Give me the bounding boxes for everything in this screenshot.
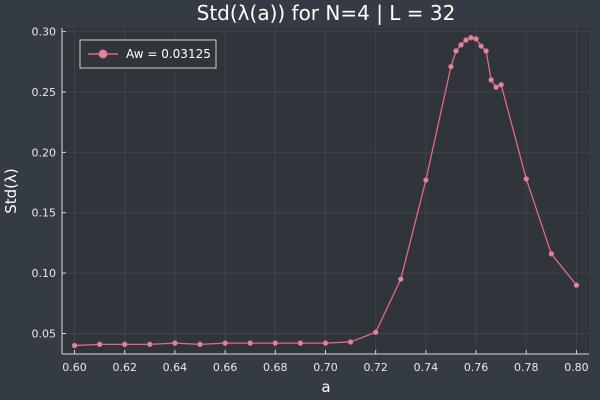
data-point [197, 341, 203, 348]
x-tick-label: 0.74 [414, 361, 439, 374]
y-tick-label: 0.05 [32, 327, 57, 340]
legend-marker-swatch [98, 49, 108, 59]
y-tick-label: 0.25 [32, 86, 57, 99]
y-tick-label: 0.10 [32, 267, 57, 280]
data-point [247, 340, 253, 346]
data-point [322, 340, 329, 346]
data-point [523, 176, 529, 182]
data-point [398, 276, 404, 282]
y-tick-label: 0.20 [32, 146, 57, 159]
data-point [458, 42, 464, 48]
data-point [96, 341, 103, 348]
data-point [493, 84, 499, 90]
y-axis-label: Std(λ) [2, 168, 20, 214]
data-point [483, 48, 489, 54]
data-point [548, 251, 555, 257]
legend-label: Aw = 0.03125 [126, 47, 211, 61]
data-point [498, 82, 504, 88]
data-point [468, 34, 474, 41]
x-tick-label: 0.76 [464, 361, 489, 374]
x-tick-label: 0.70 [313, 361, 338, 374]
x-axis-label: a [321, 378, 330, 396]
x-tick-label: 0.68 [263, 361, 288, 374]
chart-title: Std(λ(a)) for N=4 | L = 32 [197, 1, 456, 25]
data-point [478, 43, 484, 49]
data-point [463, 37, 469, 43]
data-point [147, 341, 153, 348]
data-point [297, 340, 304, 346]
x-tick-label: 0.72 [363, 361, 388, 374]
data-point [573, 282, 580, 288]
data-point [71, 342, 78, 349]
x-tick-label: 0.66 [213, 361, 238, 374]
y-ticks: 0.05 0.10 0.15 0.20 0.25 0.30 [32, 26, 66, 340]
data-point [122, 341, 128, 348]
x-tick-label: 0.64 [163, 361, 188, 374]
data-point [172, 340, 178, 346]
data-point [453, 48, 459, 54]
data-point [423, 177, 429, 183]
x-tick-label: 0.80 [564, 361, 589, 374]
x-tick-label: 0.78 [514, 361, 539, 374]
data-point [272, 340, 279, 346]
legend: Aw = 0.03125 [79, 39, 217, 69]
data-point [347, 339, 354, 345]
data-point [473, 36, 479, 42]
y-tick-label: 0.30 [32, 26, 57, 39]
grid [62, 28, 589, 354]
series-layer [71, 34, 580, 349]
data-point [488, 77, 494, 83]
data-point [372, 329, 379, 335]
x-ticks: 0.60 0.62 0.64 0.66 0.68 0.70 0.72 0.74 0.76 0.78… [62, 350, 589, 374]
x-tick-label: 0.60 [62, 361, 87, 374]
data-point [448, 63, 454, 70]
y-tick-label: 0.15 [32, 207, 57, 220]
data-point [222, 340, 228, 346]
x-tick-label: 0.62 [112, 361, 137, 374]
